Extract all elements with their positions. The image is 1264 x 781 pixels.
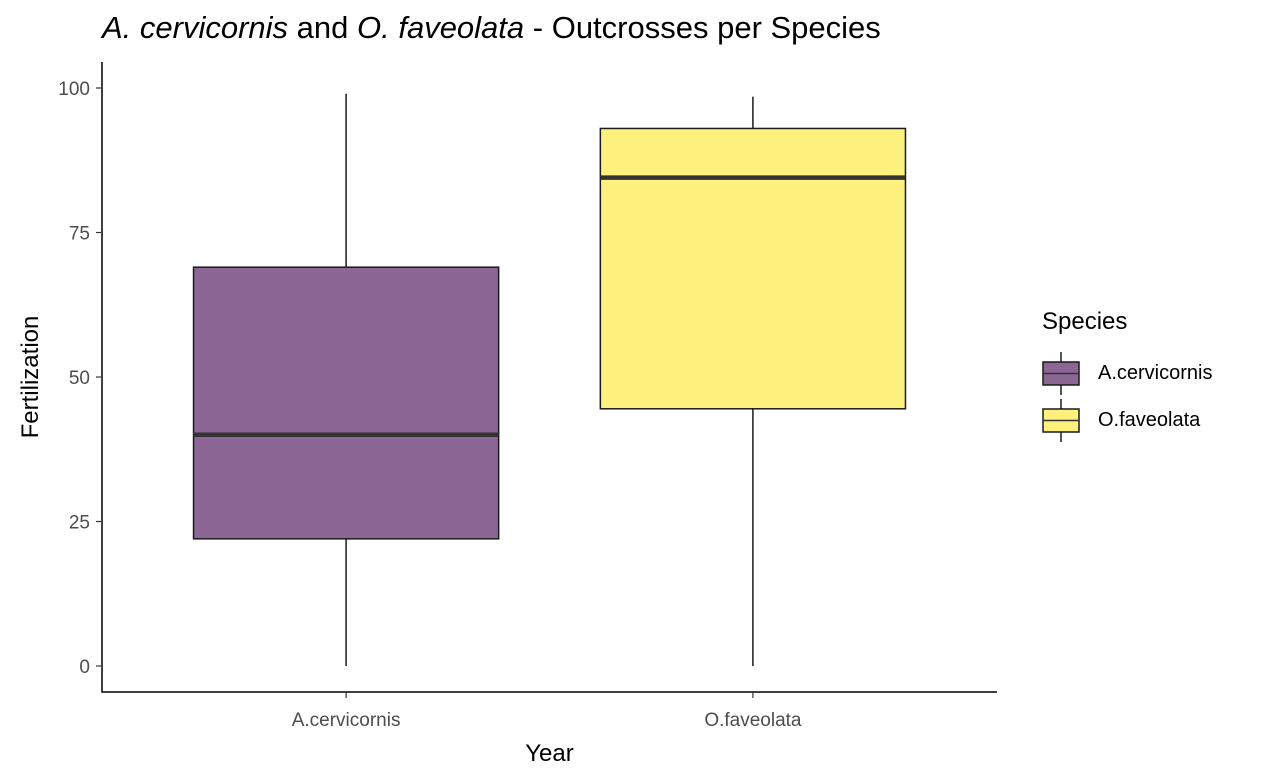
legend-key-a-cervicornis xyxy=(1042,350,1080,397)
chart-title: A. cervicornis and O. faveolata - Outcro… xyxy=(102,10,881,46)
legend: Species A.cervicornis O.faveolata xyxy=(1042,308,1212,444)
title-connector: and xyxy=(288,10,357,45)
x-tick-label: A.cervicornis xyxy=(292,710,401,731)
title-suffix: - Outcrosses per Species xyxy=(524,10,881,45)
y-tick-label: 100 xyxy=(58,79,90,100)
legend-item-a-cervicornis: A.cervicornis xyxy=(1042,350,1212,397)
legend-label-o-faveolata: O.faveolata xyxy=(1098,409,1201,431)
legend-item-o-faveolata: O.faveolata xyxy=(1042,397,1212,444)
x-axis-label: Year xyxy=(525,740,574,767)
title-species-1: A. cervicornis xyxy=(102,10,289,45)
legend-swatch xyxy=(1042,399,1080,442)
x-tick-label: O.faveolata xyxy=(704,710,802,731)
legend-label-a-cervicornis: A.cervicornis xyxy=(1098,362,1213,384)
y-tick-label: 0 xyxy=(79,657,90,678)
legend-swatch xyxy=(1042,352,1080,395)
box-a-cervicornis xyxy=(192,266,500,540)
y-tick-label: 50 xyxy=(69,368,90,389)
y-tick-label: 25 xyxy=(69,512,90,533)
y-tick-label: 75 xyxy=(69,224,90,245)
legend-key-o-faveolata xyxy=(1042,397,1080,444)
box-o-faveolata xyxy=(599,127,907,410)
legend-title: Species xyxy=(1042,308,1128,335)
y-axis-label: Fertilization xyxy=(17,316,44,439)
title-species-2: O. faveolata xyxy=(357,10,525,45)
